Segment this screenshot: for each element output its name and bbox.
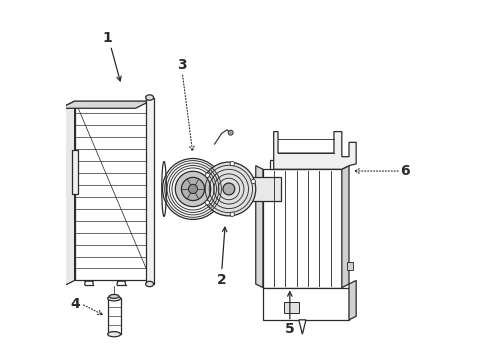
- Circle shape: [223, 183, 235, 195]
- Ellipse shape: [108, 332, 121, 337]
- Bar: [270, 160, 310, 169]
- Circle shape: [202, 162, 256, 216]
- Polygon shape: [256, 166, 263, 288]
- Bar: [146, 98, 153, 284]
- Bar: [347, 262, 353, 270]
- Text: 3: 3: [177, 58, 187, 72]
- Text: 2: 2: [217, 273, 226, 287]
- Ellipse shape: [108, 296, 121, 301]
- Circle shape: [175, 171, 211, 207]
- Circle shape: [163, 158, 223, 220]
- Bar: [72, 149, 77, 194]
- Polygon shape: [60, 101, 150, 108]
- Polygon shape: [342, 166, 349, 288]
- Circle shape: [230, 212, 234, 216]
- Circle shape: [205, 201, 210, 205]
- Bar: [263, 169, 342, 288]
- Circle shape: [228, 130, 233, 135]
- Text: 4: 4: [71, 297, 81, 311]
- Ellipse shape: [109, 294, 119, 298]
- Ellipse shape: [146, 95, 153, 100]
- Circle shape: [230, 162, 234, 166]
- Circle shape: [205, 173, 210, 177]
- Text: 6: 6: [400, 164, 409, 178]
- Text: 5: 5: [285, 322, 294, 336]
- Polygon shape: [349, 280, 356, 320]
- Polygon shape: [74, 101, 150, 280]
- Ellipse shape: [146, 281, 153, 287]
- Circle shape: [181, 177, 205, 201]
- Bar: [263, 288, 349, 320]
- Circle shape: [189, 184, 197, 194]
- Text: 1: 1: [102, 31, 112, 45]
- Circle shape: [251, 179, 255, 184]
- Polygon shape: [299, 320, 306, 334]
- Polygon shape: [60, 101, 74, 288]
- Polygon shape: [274, 132, 356, 169]
- Bar: [252, 177, 281, 201]
- Bar: [108, 298, 121, 334]
- Bar: [285, 302, 299, 313]
